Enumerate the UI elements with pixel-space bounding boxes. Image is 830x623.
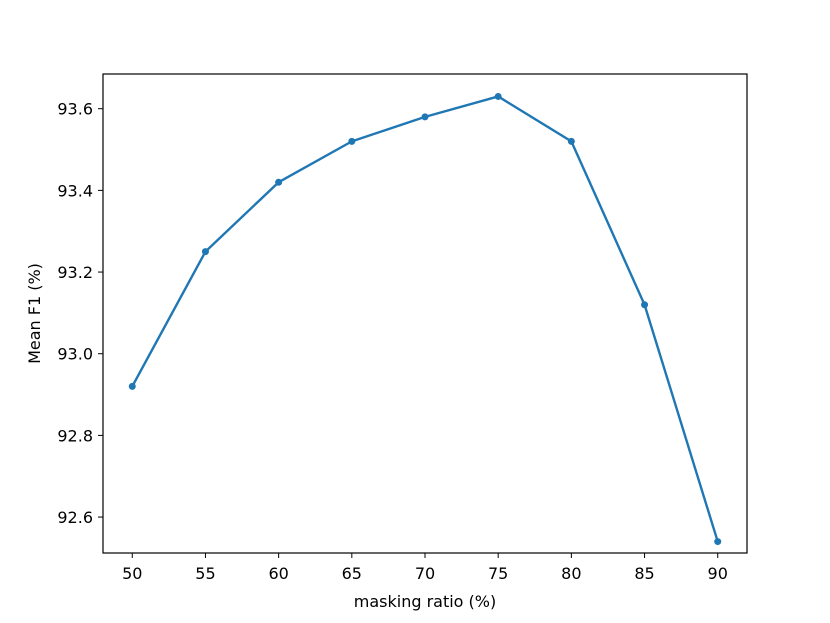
x-tick-label: 50 — [122, 564, 142, 583]
x-tick-label: 90 — [708, 564, 728, 583]
plot-series — [128, 92, 722, 546]
x-tick-label: 70 — [415, 564, 435, 583]
x-axis: 50 55 60 65 70 75 80 85 90 — [122, 553, 728, 583]
data-point — [641, 301, 649, 309]
x-tick-label: 80 — [561, 564, 581, 583]
y-tick-label: 93.0 — [57, 345, 93, 364]
x-tick-label: 75 — [488, 564, 508, 583]
data-point — [567, 137, 575, 145]
data-point — [128, 382, 136, 390]
data-point — [421, 113, 429, 121]
y-tick-label: 92.8 — [57, 426, 93, 445]
y-tick-label: 92.6 — [57, 508, 93, 527]
x-tick-label: 85 — [634, 564, 654, 583]
data-point — [275, 178, 283, 186]
data-point — [348, 137, 356, 145]
x-tick-label: 65 — [342, 564, 362, 583]
y-axis-title: Mean F1 (%) — [25, 263, 44, 364]
x-axis-title: masking ratio (%) — [354, 592, 496, 611]
data-point — [494, 92, 502, 100]
y-axis: 92.6 92.8 93.0 93.2 93.4 93.6 — [57, 100, 103, 527]
y-tick-label: 93.6 — [57, 100, 93, 119]
y-tick-label: 93.4 — [57, 181, 93, 200]
x-tick-label: 55 — [195, 564, 215, 583]
data-point — [201, 248, 209, 256]
y-tick-label: 93.2 — [57, 263, 93, 282]
x-tick-label: 60 — [268, 564, 288, 583]
data-point — [714, 538, 722, 546]
